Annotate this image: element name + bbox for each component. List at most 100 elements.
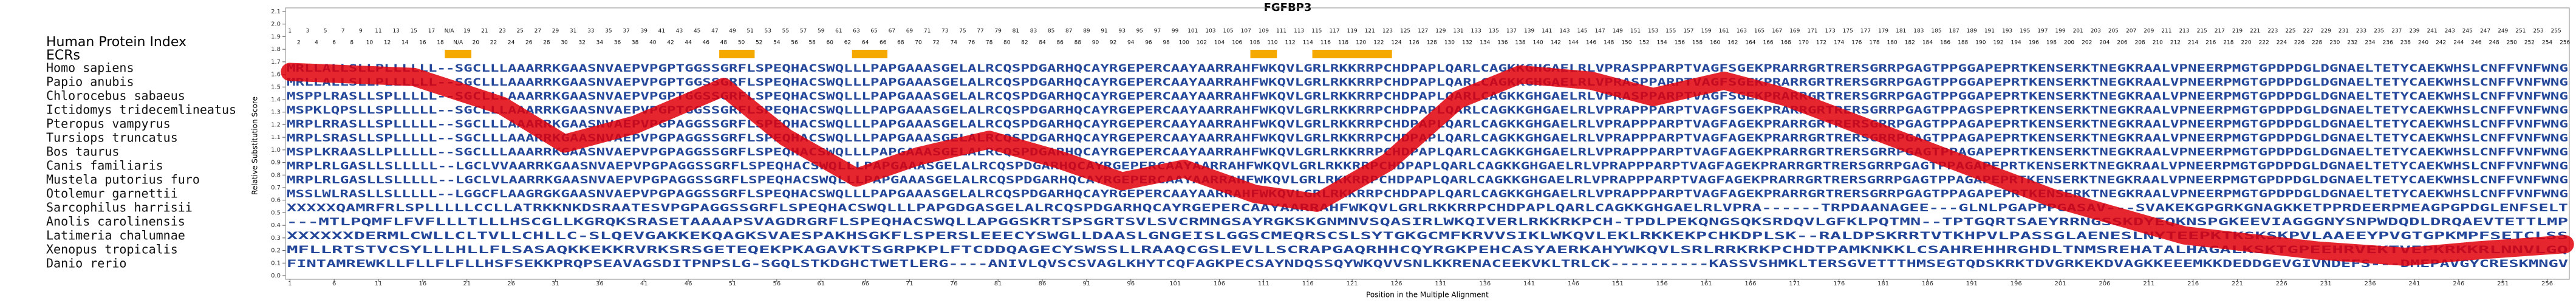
human-index: 247 — [2480, 29, 2490, 35]
human-index: 68 — [897, 40, 904, 46]
species-name: Otolemur garnettii — [46, 186, 178, 201]
y-tick-label: 0.9 — [271, 160, 281, 166]
human-index: 45 — [694, 29, 700, 35]
x-tick-label: 66 — [861, 280, 869, 287]
human-index: 93 — [1118, 29, 1125, 35]
human-index: 122 — [1373, 40, 1384, 46]
human-index: 3 — [306, 29, 310, 35]
y-tick-label: 0.6 — [271, 197, 281, 204]
human-index: 109 — [1259, 29, 1269, 35]
human-index: 85 — [1048, 29, 1054, 35]
human-index: 142 — [1551, 40, 1561, 46]
human-index: 90 — [1092, 40, 1099, 46]
plot-frame — [285, 7, 2570, 280]
human-index: 30 — [561, 40, 568, 46]
human-index: 205 — [2108, 29, 2119, 35]
species-name: Tursiops truncatus — [46, 131, 178, 145]
x-tick-label: 126 — [1390, 280, 1402, 287]
human-index: 114 — [1303, 40, 1313, 46]
human-index: 170 — [1799, 40, 1809, 46]
y-tick-label: 1.8 — [271, 46, 281, 53]
human-index: 54 — [773, 40, 781, 46]
human-index: 206 — [2117, 40, 2127, 46]
x-tick-label: 171 — [1789, 280, 1800, 287]
human-index: 119 — [1347, 29, 1358, 35]
human-index: 144 — [1568, 40, 1579, 46]
human-index: 27 — [535, 29, 541, 35]
human-index: 53 — [765, 29, 771, 35]
human-index: 99 — [1172, 29, 1179, 35]
human-index: 78 — [986, 40, 993, 46]
y-axis-label: Relative Substitution Score — [251, 97, 259, 195]
human-index: 6 — [332, 40, 336, 46]
human-index: 225 — [2285, 29, 2295, 35]
x-tick-label: 141 — [1523, 280, 1535, 287]
human-index: 124 — [1391, 40, 1401, 46]
species-name: Chlorocebus sabaeus — [46, 89, 185, 103]
x-tick-label: 176 — [1833, 280, 1845, 287]
human-index: 236 — [2383, 40, 2393, 46]
human-index: 117 — [1329, 29, 1339, 35]
human-index: 150 — [1621, 40, 1631, 46]
human-index: 194 — [2011, 40, 2021, 46]
human-index: 212 — [2170, 40, 2181, 46]
human-index: 52 — [756, 40, 762, 46]
human-index: 111 — [1276, 29, 1286, 35]
human-index: 148 — [1604, 40, 1614, 46]
human-index: 210 — [2153, 40, 2163, 46]
human-index: 192 — [1993, 40, 2003, 46]
human-index: 228 — [2312, 40, 2322, 46]
human-index: 40 — [649, 40, 657, 46]
human-index: 104 — [1214, 40, 1225, 46]
y-tick-label: 0.1 — [271, 260, 281, 267]
human-index: 83 — [1030, 29, 1037, 35]
human-index: 220 — [2241, 40, 2251, 46]
human-index: 202 — [2082, 40, 2092, 46]
human-index: 235 — [2374, 29, 2384, 35]
human-index: 227 — [2303, 29, 2313, 35]
human-index: 39 — [641, 29, 648, 35]
human-index: 216 — [2205, 40, 2216, 46]
species-name: Pteropus vampyrus — [46, 117, 171, 131]
y-tick-label: 0.7 — [271, 185, 281, 191]
x-tick-label: 36 — [596, 280, 604, 287]
x-tick-label: 121 — [1347, 280, 1358, 287]
x-tick-label: 186 — [1922, 280, 1933, 287]
human-index: 29 — [552, 29, 559, 35]
human-index: 24 — [508, 40, 515, 46]
human-index: 160 — [1710, 40, 1720, 46]
human-index: 242 — [2436, 40, 2446, 46]
human-index: N/A — [453, 40, 463, 46]
human-index: 21 — [481, 29, 488, 35]
x-axis-label: Position in the Multiple Alignment — [1366, 291, 1489, 299]
human-index: 42 — [667, 40, 674, 46]
human-index: 178 — [1869, 40, 1879, 46]
human-index: 163 — [1737, 29, 1747, 35]
human-index: 255 — [2551, 29, 2561, 35]
human-index: 132 — [1462, 40, 1472, 46]
human-index: 153 — [1648, 29, 1658, 35]
human-index: 243 — [2445, 29, 2455, 35]
human-index: 152 — [1639, 40, 1649, 46]
human-index: 76 — [968, 40, 975, 46]
x-tick-label: 111 — [1258, 280, 1269, 287]
human-index: 113 — [1294, 29, 1304, 35]
human-index: 129 — [1435, 29, 1446, 35]
human-index: 2 — [297, 40, 301, 46]
human-index: 137 — [1506, 29, 1517, 35]
human-index: 128 — [1427, 40, 1437, 46]
y-tick-label: 0.4 — [271, 222, 281, 229]
x-tick-label: 51 — [729, 280, 737, 287]
human-index: 20 — [473, 40, 480, 46]
human-index: 155 — [1666, 29, 1676, 35]
human-index: 127 — [1418, 29, 1428, 35]
species-name: Sarcophilus harrisii — [46, 200, 193, 215]
y-tick-label: 0.3 — [271, 235, 281, 242]
human-index: 199 — [2055, 29, 2065, 35]
x-tick-label: 246 — [2453, 280, 2464, 287]
human-index: 18 — [437, 40, 444, 46]
human-index: 138 — [1515, 40, 1525, 46]
human-index: 139 — [1524, 29, 1534, 35]
human-index: 161 — [1719, 29, 1729, 35]
